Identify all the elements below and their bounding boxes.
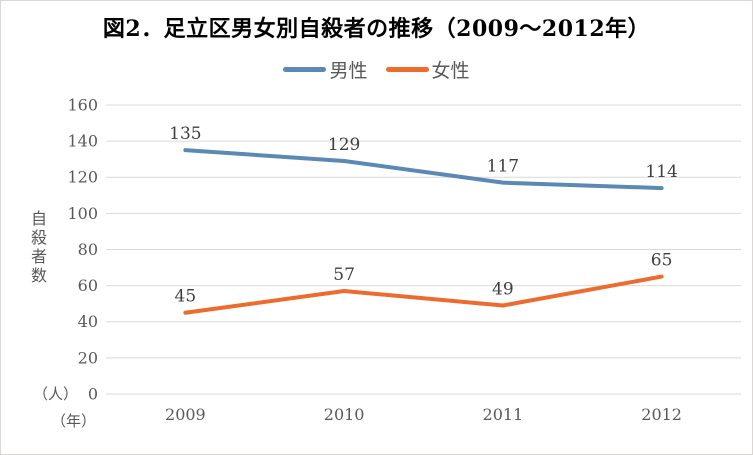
y-tick-label: 60 — [78, 276, 98, 295]
legend-swatch-female-line — [385, 66, 429, 72]
y-tick-label: 40 — [78, 312, 98, 331]
y-tick-label: 120 — [67, 168, 98, 187]
legend: 男性 女性 — [1, 56, 752, 83]
legend-item-female: 女性 — [385, 56, 470, 83]
data-label: 114 — [645, 162, 677, 182]
x-tick-label: 2009 — [165, 405, 206, 424]
legend-item-male: 男性 — [283, 56, 368, 83]
data-label: 135 — [169, 124, 201, 144]
legend-label-male: 男性 — [329, 59, 368, 82]
y-tick-label: 20 — [78, 348, 98, 367]
x-tick-label: 2012 — [641, 405, 682, 424]
x-tick-label: 2011 — [483, 405, 524, 424]
data-label: 49 — [492, 279, 514, 299]
data-label: 57 — [333, 265, 355, 285]
x-axis-unit-label: （年） — [51, 412, 97, 430]
y-tick-label: 100 — [67, 204, 98, 223]
data-label: 117 — [487, 157, 519, 177]
series-line-female — [183, 274, 664, 315]
data-label: 45 — [175, 287, 197, 307]
legend-label-female: 女性 — [431, 59, 470, 82]
data-label: 65 — [651, 251, 673, 271]
y-tick-label: 160 — [67, 95, 98, 114]
legend-swatch-male-line — [283, 66, 327, 72]
y-tick-label: 80 — [78, 240, 98, 259]
x-tick-label: 2010 — [324, 405, 365, 424]
data-label: 129 — [328, 135, 360, 155]
series-line-male — [183, 148, 664, 191]
y-tick-label: 140 — [67, 132, 98, 151]
y-tick-label: 0 — [88, 384, 98, 403]
y-axis-title: 自殺者数 — [28, 210, 47, 286]
chart-title: 図2．足立区男女別自殺者の推移（2009～2012年） — [102, 16, 651, 42]
y-axis-unit-label: （人） — [33, 385, 79, 403]
